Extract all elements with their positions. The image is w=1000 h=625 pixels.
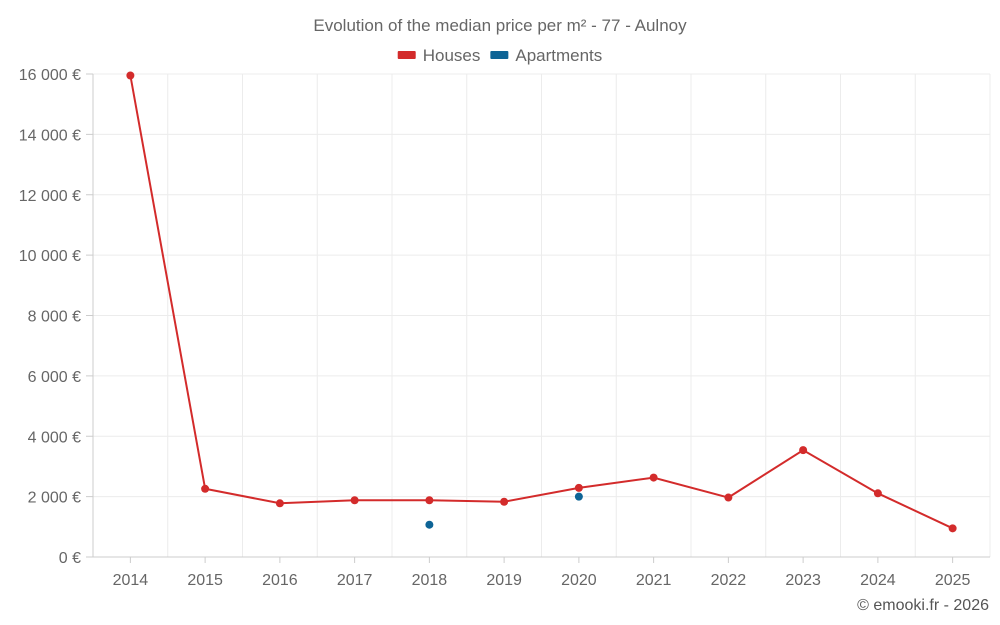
legend-item-houses[interactable]: Houses — [397, 46, 481, 65]
x-tick-label: 2023 — [785, 572, 821, 589]
axes: 0 € 2 000 € 4 000 € 6 000 € 8 000 € 10 000 € 1… — [19, 67, 990, 589]
legend: Houses Apartments — [397, 46, 602, 65]
x-tick-label: 2014 — [113, 572, 149, 589]
x-tick-label: 2020 — [561, 572, 597, 589]
data-point-houses-2025[interactable] — [948, 524, 957, 533]
legend-swatch — [397, 51, 416, 59]
credit-text: © emooki.fr - 2026 — [857, 597, 989, 614]
y-tick-label: 8 000 € — [28, 309, 81, 326]
series-line-houses — [129, 75, 954, 530]
data-point-houses-2017[interactable] — [350, 496, 359, 505]
series-apartments — [425, 492, 583, 529]
data-point-houses-2019[interactable] — [500, 497, 509, 506]
data-point-houses-2020[interactable] — [574, 483, 583, 492]
grid — [92, 73, 991, 557]
chart-title: Evolution of the median price per m² - 7… — [313, 16, 687, 35]
series — [126, 71, 957, 533]
data-point-houses-2023[interactable] — [799, 446, 808, 455]
legend-swatch — [490, 51, 509, 59]
data-point-apartments-2018[interactable] — [425, 520, 434, 529]
x-tick-label: 2018 — [412, 572, 448, 589]
y-tick-label: 2 000 € — [28, 490, 81, 507]
x-tick-label: 2016 — [262, 572, 298, 589]
data-point-houses-2016[interactable] — [275, 499, 284, 508]
legend-label: Houses — [423, 46, 481, 65]
x-tick-label: 2025 — [935, 572, 971, 589]
data-point-houses-2021[interactable] — [649, 473, 658, 482]
x-tick-label: 2024 — [860, 572, 896, 589]
data-point-houses-2022[interactable] — [724, 493, 733, 502]
data-point-houses-2014[interactable] — [126, 71, 135, 80]
data-point-houses-2015[interactable] — [201, 484, 210, 493]
series-houses — [126, 71, 957, 533]
data-point-houses-2018[interactable] — [425, 496, 434, 505]
y-tick-label: 12 000 € — [19, 188, 81, 205]
legend-item-apartments[interactable]: Apartments — [490, 46, 602, 65]
y-tick-label: 0 € — [59, 550, 81, 567]
y-tick-label: 14 000 € — [19, 127, 81, 144]
y-tick-label: 4 000 € — [28, 429, 81, 446]
data-point-houses-2024[interactable] — [873, 489, 882, 498]
y-tick-label: 6 000 € — [28, 369, 81, 386]
x-tick-label: 2022 — [711, 572, 747, 589]
x-tick-label: 2015 — [187, 572, 223, 589]
x-tick-label: 2019 — [486, 572, 522, 589]
x-tick-label: 2017 — [337, 572, 373, 589]
y-tick-label: 16 000 € — [19, 67, 81, 84]
x-tick-label: 2021 — [636, 572, 672, 589]
legend-label: Apartments — [515, 46, 602, 65]
data-point-apartments-2020[interactable] — [574, 492, 583, 501]
y-tick-label: 10 000 € — [19, 248, 81, 265]
